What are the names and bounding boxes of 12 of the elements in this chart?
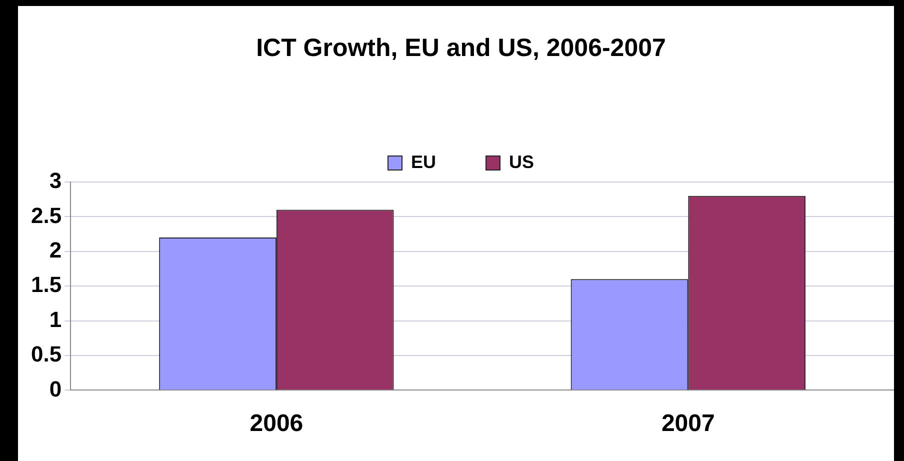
chart-title: ICT Growth, EU and US, 2006-2007 xyxy=(256,34,666,62)
y-tick-label: 0.5 xyxy=(30,342,62,367)
y-tick-label: 3 xyxy=(49,168,62,194)
y-tick-label: 2.5 xyxy=(30,202,62,228)
y-tick-label: 2 xyxy=(49,237,62,262)
legend-label: EU xyxy=(410,152,436,172)
y-tick-label: 0 xyxy=(49,376,62,402)
y-tick-label: 1.5 xyxy=(30,272,62,298)
y-tick-label: 1 xyxy=(49,306,62,332)
x-tick-label: 2007 xyxy=(661,410,715,438)
legend-label: US xyxy=(509,152,534,172)
x-tick-label: 2006 xyxy=(250,410,304,438)
